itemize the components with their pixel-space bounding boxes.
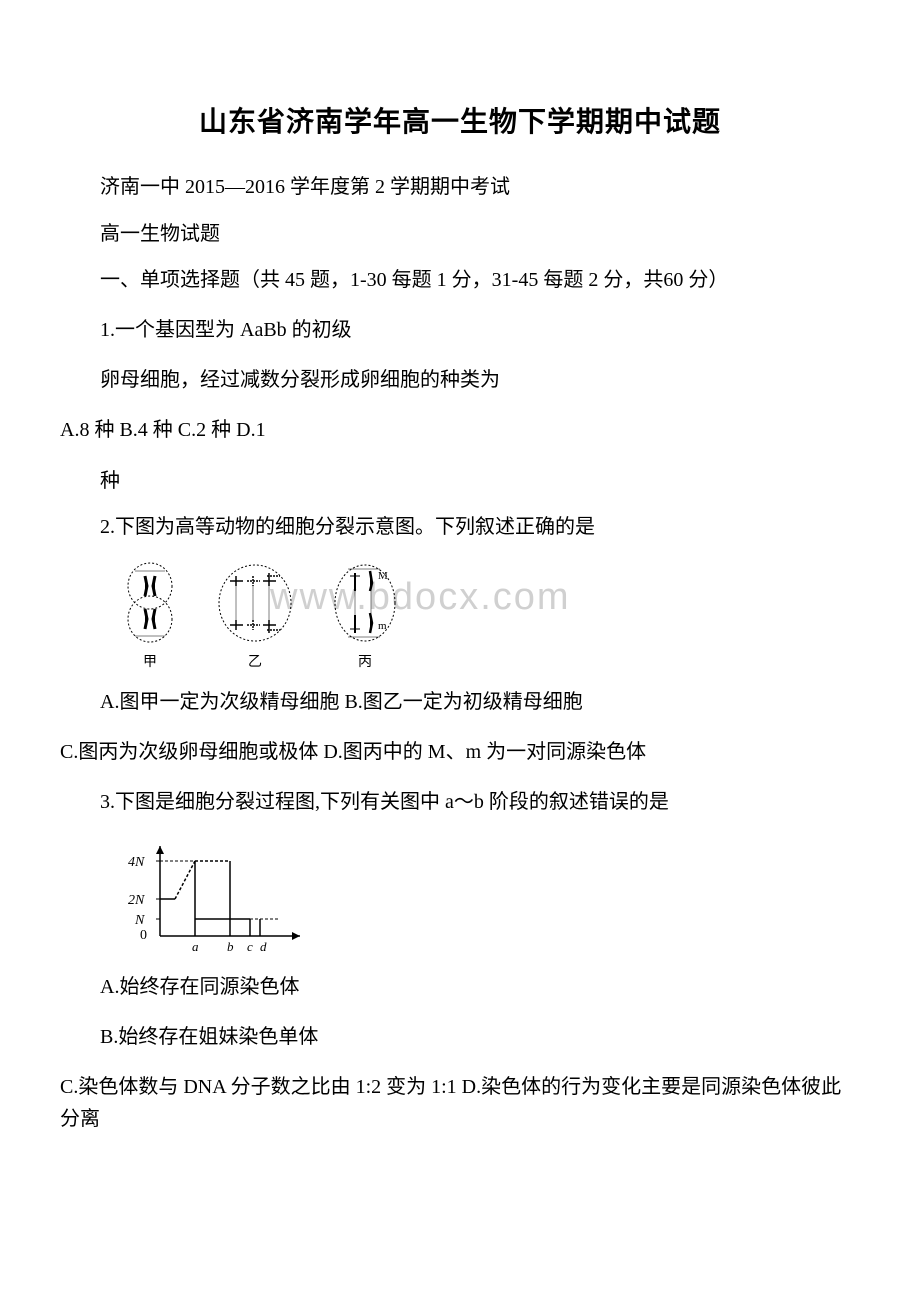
- svg-text:N: N: [134, 913, 145, 928]
- cell-bing-svg: M m: [330, 561, 400, 646]
- exam-subtitle: 济南一中 2015—2016 学年度第 2 学期期中考试: [60, 170, 860, 199]
- cell-label-jia: 甲: [143, 651, 157, 671]
- svg-text:d: d: [260, 939, 267, 954]
- svg-text:m: m: [378, 620, 387, 632]
- q3-text: 3.下图是细胞分裂过程图,下列有关图中 a～b 阶段的叙述错误的是: [60, 786, 860, 818]
- cell-diagram-jia: 甲: [120, 561, 180, 671]
- cell-diagram-yi: 乙: [215, 561, 295, 671]
- q1-line1: 1.一个基因型为 AaBb 的初级: [60, 314, 860, 346]
- cell-label-yi: 乙: [248, 651, 262, 671]
- exam-name: 高一生物试题: [60, 217, 860, 246]
- cell-yi-svg: [215, 561, 295, 646]
- q3-option-c: C.染色体数与 DNA 分子数之比由 1:2 变为 1:1 D.染色体的行为变化…: [60, 1071, 860, 1135]
- q3-chart-svg: 4N 2N N 0 a b c d: [120, 836, 320, 956]
- cell-diagram-bing: M m 丙: [330, 561, 400, 671]
- q1-options: A.8 种 B.4 种 C.2 种 D.1: [60, 414, 860, 446]
- svg-text:c: c: [247, 939, 253, 954]
- q3-chart-container: 4N 2N N 0 a b c d: [120, 836, 860, 956]
- q1-line2: 卵母细胞，经过减数分裂形成卵细胞的种类为: [60, 364, 860, 396]
- svg-text:2N: 2N: [128, 893, 145, 908]
- q2-text: 2.下图为高等动物的细胞分裂示意图。下列叙述正确的是: [60, 511, 860, 543]
- svg-text:a: a: [192, 939, 199, 954]
- cell-diagram-container: www.bdocx.com 甲: [120, 561, 860, 671]
- cell-jia-svg: [120, 561, 180, 646]
- cell-label-bing: 丙: [358, 651, 372, 671]
- q2-options-line1: A.图甲一定为次级精母细胞 B.图乙一定为初级精母细胞: [60, 686, 860, 718]
- page-title: 山东省济南学年高一生物下学期期中试题: [60, 100, 860, 140]
- q3-option-b: B.始终存在姐妹染色单体: [60, 1021, 860, 1053]
- svg-text:M: M: [378, 570, 388, 582]
- section-header: 一、单项选择题（共 45 题，1-30 每题 1 分，31-45 每题 2 分，…: [60, 264, 860, 296]
- q3-option-a: A.始终存在同源染色体: [60, 971, 860, 1003]
- q1-line3: 种: [60, 464, 860, 493]
- q2-options-line2: C.图丙为次级卵母细胞或极体 D.图丙中的 M、m 为一对同源染色体: [60, 736, 860, 768]
- svg-text:b: b: [227, 939, 234, 954]
- svg-text:4N: 4N: [128, 855, 145, 870]
- svg-text:0: 0: [140, 928, 147, 943]
